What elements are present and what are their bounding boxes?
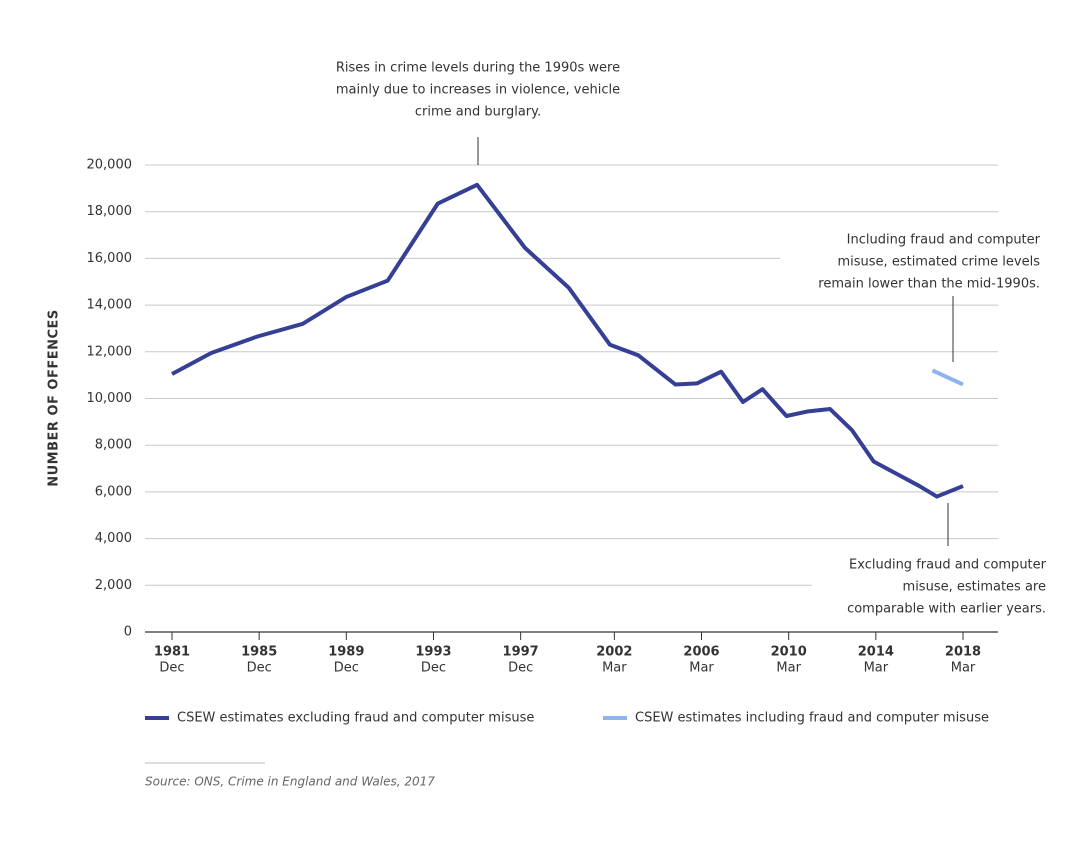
y-tick-label: 14,000: [87, 298, 133, 313]
legend-label: CSEW estimates excluding fraud and compu…: [177, 711, 534, 726]
annotation-background: [780, 226, 1050, 290]
y-tick-label: 0: [124, 625, 132, 640]
annotation-text: Excluding fraud and computer: [849, 558, 1047, 573]
x-tick-month: Mar: [951, 661, 976, 676]
x-tick-label: 1997: [503, 645, 539, 660]
source: Source: ONS, Crime in England and Wales,…: [145, 775, 435, 789]
y-tick-label: 20,000: [87, 158, 133, 173]
annotation-text: comparable with earlier years.: [847, 602, 1046, 617]
x-tick-month: Mar: [864, 661, 889, 676]
x-tick-month: Dec: [247, 661, 272, 676]
annotation-text: Including fraud and computer: [847, 233, 1041, 248]
x-tick-month: Dec: [159, 661, 184, 676]
legend-label: CSEW estimates including fraud and compu…: [635, 711, 989, 726]
x-tick-label: 1981: [154, 645, 190, 660]
y-axis-label: NUMBER OF OFFENCES: [47, 309, 62, 487]
x-tick-label: 2006: [683, 645, 719, 660]
y-tick-label: 4,000: [95, 531, 132, 546]
y-tick-label: 10,000: [87, 391, 133, 406]
x-tick-month: Dec: [334, 661, 359, 676]
y-tick-label: 18,000: [87, 204, 133, 219]
annotation-text: Rises in crime levels during the 1990s w…: [336, 61, 620, 76]
x-tick-month: Mar: [776, 661, 801, 676]
annotation-background: [812, 551, 1057, 615]
x-tick-month: Dec: [421, 661, 446, 676]
x-tick-label: 2002: [596, 645, 632, 660]
series-line: [171, 182, 964, 499]
y-tick-label: 16,000: [87, 251, 133, 266]
x-tick-label: 1989: [328, 645, 364, 660]
series-line: [931, 368, 964, 387]
x-tick-month: Dec: [508, 661, 533, 676]
annotation-text: misuse, estimates are: [903, 580, 1046, 595]
x-tick-label: 2014: [858, 645, 894, 660]
y-tick-label: 2,000: [95, 578, 132, 593]
x-tick-label: 1993: [415, 645, 451, 660]
x-tick-label: 1985: [241, 645, 277, 660]
annotation-text: crime and burglary.: [415, 105, 541, 120]
y-tick-label: 12,000: [87, 344, 133, 359]
annotation-text: misuse, estimated crime levels: [838, 255, 1041, 270]
x-tick-month: Mar: [602, 661, 627, 676]
x-tick-label: 2010: [771, 645, 807, 660]
annotation-text: mainly due to increases in violence, veh…: [336, 83, 620, 98]
x-tick-month: Mar: [689, 661, 714, 676]
annotation-text: remain lower than the mid-1990s.: [818, 277, 1040, 292]
y-tick-label: 6,000: [95, 484, 132, 499]
y-tick-label: 8,000: [95, 438, 132, 453]
x-tick-label: 2018: [945, 645, 981, 660]
